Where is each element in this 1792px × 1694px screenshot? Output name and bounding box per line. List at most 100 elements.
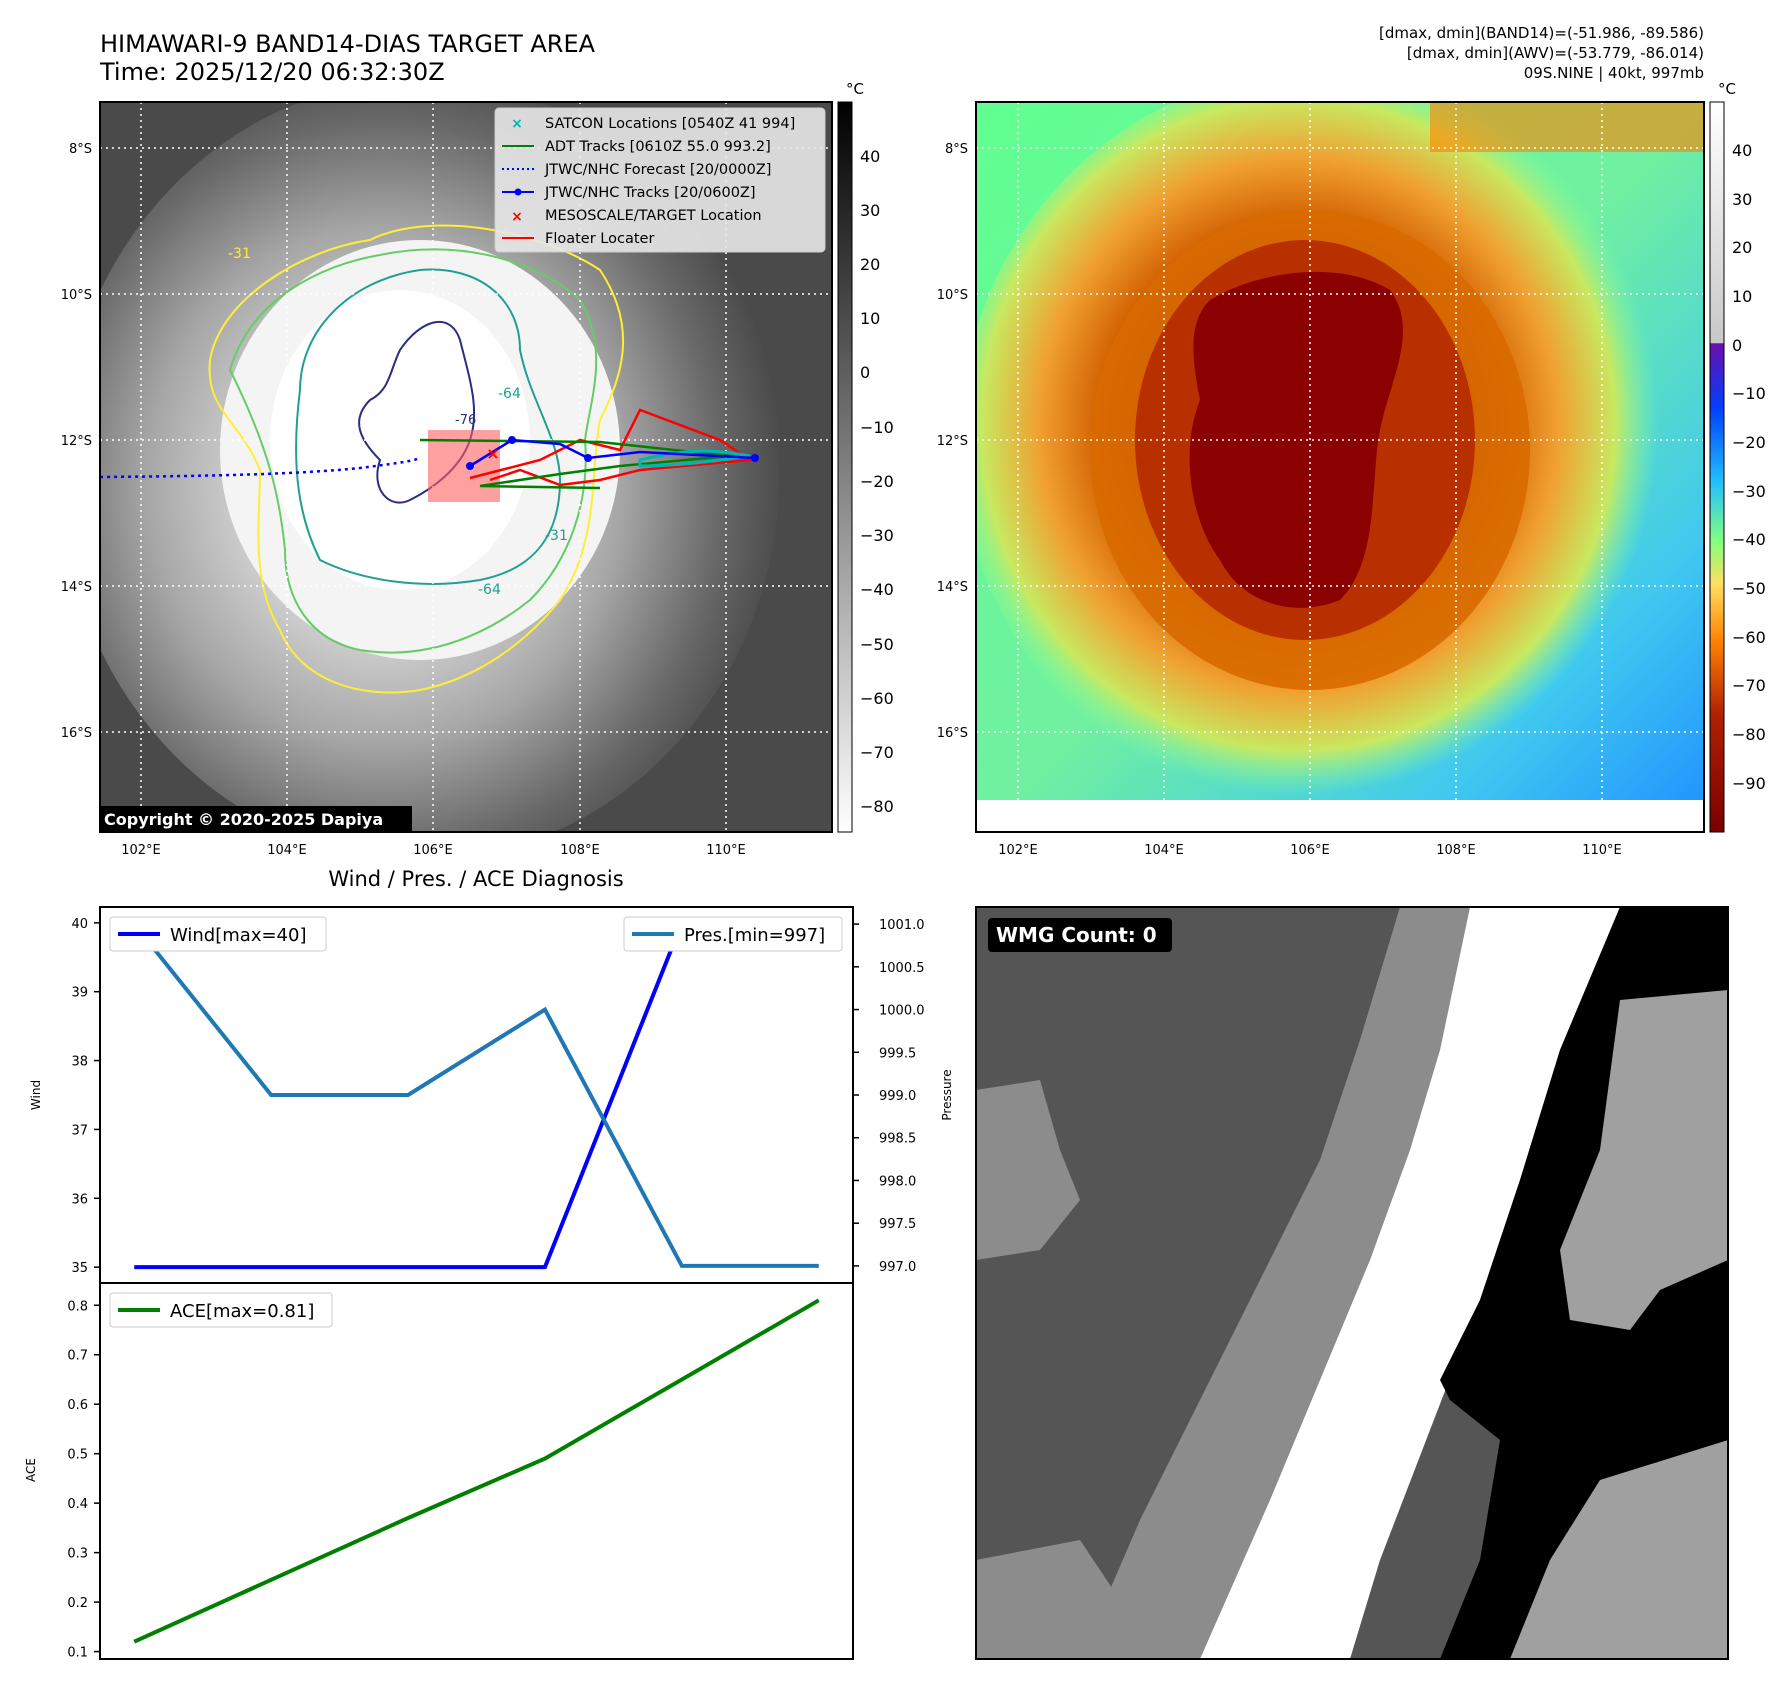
wmg-panel: WMG Count: 0 — [976, 907, 1728, 1659]
contour-label: -31 — [545, 528, 568, 544]
ace-tick-label: 0.5 — [67, 1448, 88, 1463]
diagnosis-chart: Wind / Pres. / ACE Diagnosis Wind Pressu… — [29, 867, 954, 1283]
lon-tick-label: 106°E — [1290, 843, 1330, 858]
ace-chart: ACE 0.80.70.60.50.40.30.20.1 ACE[max=0.8… — [24, 1283, 853, 1661]
lat-tick-label: 16°S — [61, 726, 92, 741]
ir-map: × -31 -64 -31 -64 -76 × SATCON Locations… — [60, 80, 832, 860]
ace-tick-label: 0.2 — [67, 1596, 88, 1611]
satcon-legend-icon: × — [511, 116, 523, 132]
wind-tick-label: 38 — [71, 1055, 88, 1070]
legend-item-satcon: × SATCON Locations [0540Z 41 994] — [511, 116, 795, 132]
pressure-legend: Pres.[min=997] — [624, 917, 842, 951]
colorbar-tick: 30 — [1732, 190, 1752, 209]
awv-lat-ticks: 8°S 10°S 12°S 14°S 16°S — [937, 142, 968, 741]
awv-colorbar: °C 40 30 20 10 0 −10 −20 −30 −40 −50 −60… — [1710, 80, 1766, 832]
colorbar-tick: 10 — [1732, 287, 1752, 306]
legend-label: ADT Tracks [0610Z 55.0 993.2] — [545, 139, 771, 155]
legend-label: JTWC/NHC Tracks [20/0600Z] — [544, 185, 756, 201]
ace-tick-label: 0.1 — [67, 1646, 88, 1661]
colorbar-tick: 20 — [1732, 238, 1752, 257]
colorbar-tick: −70 — [1732, 676, 1766, 695]
colorbar-tick: −70 — [860, 743, 894, 762]
colorbar-gradient — [838, 102, 852, 832]
mesoscale-legend-icon: × — [511, 209, 523, 225]
colorbar-tick: 20 — [860, 255, 880, 274]
lon-tick-label: 106°E — [413, 843, 453, 858]
colorbar-unit: °C — [1718, 80, 1736, 98]
colorbar-tick: −80 — [1732, 725, 1766, 744]
figure-time: Time: 2025/12/20 06:32:30Z — [99, 58, 445, 86]
ir-lon-ticks: 102°E 104°E 106°E 108°E 110°E — [121, 843, 746, 858]
colorbar-tick: −20 — [1732, 433, 1766, 452]
ace-tick-label: 0.3 — [67, 1547, 88, 1562]
pressure-tick-label: 999.5 — [879, 1046, 916, 1061]
colorbar-tick: −10 — [1732, 384, 1766, 403]
lon-tick-label: 108°E — [1436, 843, 1476, 858]
colorbar-tick: −40 — [1732, 530, 1766, 549]
figure-title: HIMAWARI-9 BAND14-DIAS TARGET AREA — [100, 30, 596, 58]
colorbar-tick: 10 — [860, 309, 880, 328]
awv-nodata — [976, 800, 1704, 832]
ace-tick-label: 0.7 — [67, 1349, 88, 1364]
lat-tick-label: 12°S — [61, 434, 92, 449]
lon-tick-label: 110°E — [706, 843, 746, 858]
ir-colorbar: °C 40 30 20 10 0 −10 −20 −30 −40 −50 −60… — [838, 80, 894, 832]
pressure-tick-label: 998.0 — [879, 1174, 916, 1189]
pressure-tick-label: 997.5 — [879, 1217, 916, 1232]
colorbar-tick: −80 — [860, 797, 894, 816]
colorbar-tick: −50 — [1732, 579, 1766, 598]
lon-tick-label: 102°E — [998, 843, 1038, 858]
ace-plot-frame — [100, 1283, 853, 1659]
wind-tick-label: 39 — [71, 986, 88, 1001]
copyright: Copyright © 2020-2025 Dapiya — [104, 810, 383, 829]
lat-tick-label: 12°S — [937, 434, 968, 449]
pressure-axis-label: Pressure — [940, 1069, 954, 1120]
diagnosis-title: Wind / Pres. / ACE Diagnosis — [328, 867, 623, 891]
colorbar-tick: −40 — [860, 580, 894, 599]
stats-line-1: [dmax, dmin](BAND14)=(-51.986, -89.586) — [1379, 24, 1704, 42]
colorbar-tick: 30 — [860, 201, 880, 220]
legend-item-mesoscale: × MESOSCALE/TARGET Location — [511, 208, 761, 225]
ir-lat-ticks: 8°S 10°S 12°S 14°S 16°S — [61, 142, 92, 741]
colorbar-tick: 40 — [1732, 141, 1752, 160]
pressure-tick-label: 998.5 — [879, 1132, 916, 1147]
awv-lon-ticks: 102°E 104°E 106°E 108°E 110°E — [998, 843, 1622, 858]
pressure-tick-label: 999.0 — [879, 1089, 916, 1104]
lon-tick-label: 102°E — [121, 843, 161, 858]
lat-tick-label: 14°S — [61, 580, 92, 595]
lat-tick-label: 8°S — [69, 142, 92, 157]
colorbar-ticks: 40 30 20 10 0 −10 −20 −30 −40 −50 −60 −7… — [860, 147, 894, 816]
colorbar-tick: 40 — [860, 147, 880, 166]
contour-label: -64 — [498, 386, 521, 402]
stats-line-3: 09S.NINE | 40kt, 997mb — [1524, 64, 1704, 82]
wind-legend-label: Wind[max=40] — [170, 925, 307, 946]
wind-tick-label: 40 — [71, 917, 88, 932]
colorbar-tick: −10 — [860, 418, 894, 437]
pressure-tick-label: 1001.0 — [879, 918, 925, 933]
awv-land-top — [1430, 102, 1704, 152]
wind-plot-frame — [100, 907, 853, 1283]
lon-tick-label: 104°E — [267, 843, 307, 858]
jtwc-point — [508, 436, 516, 444]
wind-legend: Wind[max=40] — [110, 917, 326, 951]
lon-tick-label: 104°E — [1144, 843, 1184, 858]
colorbar-tick: 0 — [1732, 336, 1742, 355]
legend-label: SATCON Locations [0540Z 41 994] — [545, 116, 795, 132]
colorbar-tick: −20 — [860, 472, 894, 491]
wind-axis-label: Wind — [29, 1080, 43, 1110]
lat-tick-label: 16°S — [937, 726, 968, 741]
jtwc-point — [751, 454, 759, 462]
colorbar-tick: −30 — [1732, 482, 1766, 501]
jtwc-point — [584, 454, 592, 462]
wmg-label: WMG Count: 0 — [996, 923, 1157, 947]
lon-tick-label: 108°E — [560, 843, 600, 858]
colorbar-ticks: 40 30 20 10 0 −10 −20 −30 −40 −50 −60 −7… — [1732, 141, 1766, 793]
wind-tick-label: 36 — [71, 1192, 88, 1207]
pressure-tick-label: 1000.5 — [879, 961, 925, 976]
lat-tick-label: 8°S — [945, 142, 968, 157]
legend-label: Floater Locater — [545, 231, 654, 247]
legend-label: MESOSCALE/TARGET Location — [545, 208, 762, 224]
legend-label: JTWC/NHC Forecast [20/0000Z] — [544, 162, 771, 178]
pressure-tick-label: 997.0 — [879, 1260, 916, 1275]
